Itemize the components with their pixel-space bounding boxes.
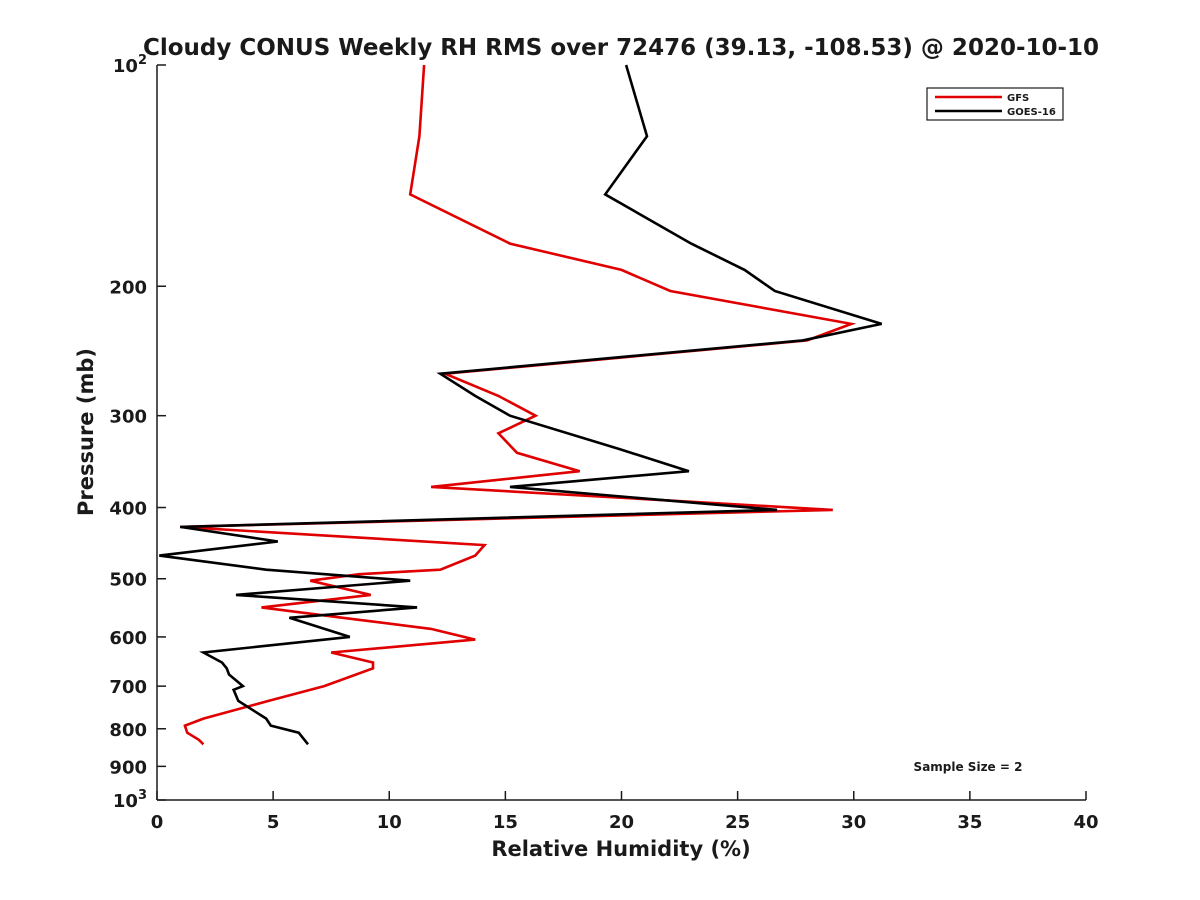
y-tick-label-base: 10 xyxy=(113,791,138,812)
x-tick-label: 35 xyxy=(957,812,982,833)
y-tick-label: 200 xyxy=(109,277,147,298)
plot-area xyxy=(156,65,1086,801)
y-tick-label-base: 700 xyxy=(109,677,147,698)
x-tick-label: 25 xyxy=(725,812,750,833)
x-tick-label: 30 xyxy=(841,812,866,833)
y-tick-label-base: 900 xyxy=(109,757,147,778)
sample-size-annotation: Sample Size = 2 xyxy=(914,760,1023,774)
y-tick-label-base: 10 xyxy=(113,56,138,77)
series-line-gfs xyxy=(180,64,857,746)
legend-box xyxy=(926,87,1064,121)
legend-label-goes-16: GOES-16 xyxy=(1007,107,1056,118)
y-tick-label: 900 xyxy=(109,757,147,778)
x-tick-label: 40 xyxy=(1073,812,1098,833)
y-tick-label: 800 xyxy=(109,720,147,741)
x-tick-label: 5 xyxy=(267,812,280,833)
y-tick-label: 400 xyxy=(109,499,147,520)
series-layer xyxy=(159,64,882,746)
y-tick-label-base: 200 xyxy=(109,277,147,298)
x-tick-label: 10 xyxy=(377,812,402,833)
legend-label-gfs: GFS xyxy=(1007,93,1029,104)
y-axis-label: Pressure (mb) xyxy=(74,348,98,516)
chart-title: Cloudy CONUS Weekly RH RMS over 72476 (3… xyxy=(143,35,1099,61)
y-tick-label: 500 xyxy=(109,570,147,591)
x-axis-ticks: 0 5 10 15 20 25 30 35 40 xyxy=(151,791,1099,833)
y-tick-label-base: 600 xyxy=(109,628,147,649)
y-tick-label: 600 xyxy=(109,628,147,649)
y-tick-label-exponent: 3 xyxy=(138,788,147,803)
y-tick-label: 700 xyxy=(109,677,147,698)
x-tick-label: 15 xyxy=(493,812,518,833)
y-tick-label: 103 xyxy=(113,788,147,812)
y-tick-label-base: 500 xyxy=(109,570,147,591)
series-line-goes-16 xyxy=(159,64,882,746)
y-tick-label-base: 300 xyxy=(109,407,147,428)
y-tick-label: 300 xyxy=(109,407,147,428)
x-tick-label: 0 xyxy=(151,812,164,833)
y-tick-label-exponent: 2 xyxy=(138,53,147,68)
y-tick-label-base: 800 xyxy=(109,720,147,741)
x-axis-label: Relative Humidity (%) xyxy=(491,837,750,861)
y-tick-label-base: 400 xyxy=(109,499,147,520)
x-tick-label: 20 xyxy=(609,812,634,833)
y-tick-label: 102 xyxy=(113,53,147,77)
legend: GFS GOES-16 xyxy=(926,87,1064,121)
